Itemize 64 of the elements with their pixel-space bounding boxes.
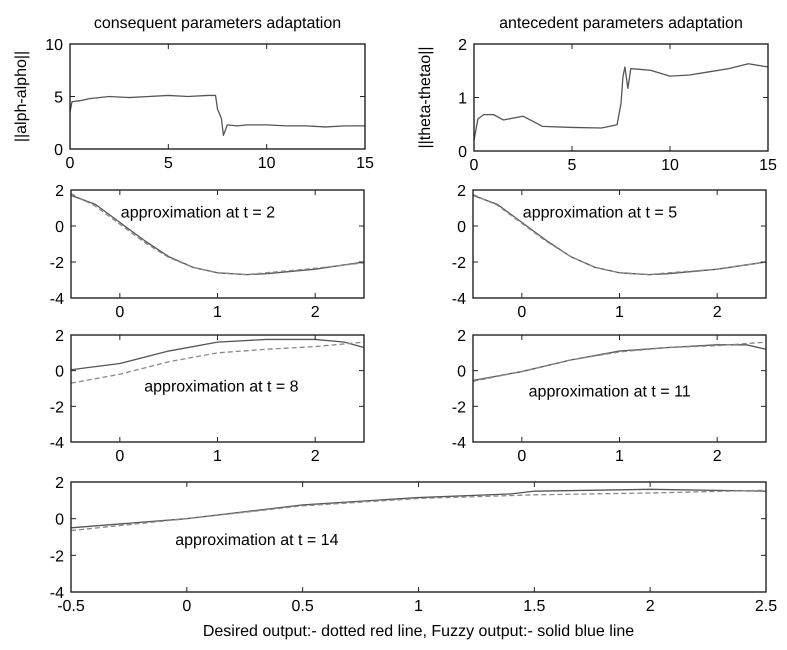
x-tick-label: 10 — [258, 155, 276, 172]
x-axis-title: Desired output:- dotted red line, Fuzzy output:- solid blue line — [202, 623, 634, 640]
line-series — [70, 338, 365, 370]
x-tick-label: 0.5 — [292, 598, 314, 615]
y-tick-label: -2 — [50, 399, 64, 416]
x-tick-label: 10 — [661, 157, 679, 174]
y-tick-label: -2 — [452, 255, 466, 272]
y-tick-label: 0 — [54, 142, 64, 159]
y-tick-label: -4 — [452, 291, 466, 308]
x-tick-label: 0 — [66, 155, 75, 172]
x-tick-label: 5 — [568, 157, 577, 174]
x-tick-label: 2 — [712, 448, 722, 465]
y-tick-label: 2 — [457, 328, 466, 345]
y-tick-label: 2 — [458, 37, 468, 54]
y-tick-label: -2 — [452, 399, 466, 416]
x-tick-label: 0 — [115, 448, 124, 465]
x-tick-label: 1.5 — [523, 598, 546, 615]
y-tick-label: -2 — [50, 548, 64, 566]
annotation: approximation at t = 14 — [175, 532, 339, 550]
chart-title: antecedent parameters adaptation — [499, 15, 743, 32]
x-tick-label: 2 — [646, 598, 655, 615]
x-tick-label: 1 — [615, 448, 624, 465]
annotation: approximation at t = 5 — [522, 204, 678, 222]
x-tick-label: 1 — [414, 598, 424, 615]
annotation: approximation at t = 2 — [120, 204, 276, 222]
y-tick-label: -4 — [452, 435, 466, 452]
x-tick-label: 0 — [115, 304, 124, 321]
x-tick-label: 0 — [517, 448, 526, 465]
x-tick-label: 0 — [517, 304, 526, 321]
x-tick-label: 0 — [182, 598, 192, 615]
y-axis-title: ||alph-alpho|| — [13, 50, 30, 142]
y-tick-label: 1 — [458, 90, 468, 108]
x-tick-label: 2 — [310, 304, 320, 321]
y-tick-label: -4 — [50, 291, 64, 308]
x-tick-label: 15 — [759, 157, 777, 174]
line-series — [473, 63, 769, 141]
y-tick-label: 10 — [45, 37, 64, 54]
x-tick-label: 1 — [213, 448, 222, 465]
y-tick-label: 0 — [55, 219, 64, 236]
x-tick-label: 1 — [615, 304, 624, 321]
y-tick-label: 5 — [54, 90, 64, 106]
y-axis-title: ||theta-thetao|| — [417, 46, 434, 149]
chart-title: consequent parameters adaptation — [94, 15, 342, 32]
x-tick-label: 2 — [310, 448, 320, 465]
y-tick-label: 2 — [457, 183, 466, 200]
y-tick-label: 0 — [55, 364, 64, 381]
y-tick-label: 0 — [458, 144, 468, 161]
y-tick-label: -4 — [50, 435, 64, 452]
y-tick-label: 0 — [457, 364, 466, 381]
x-tick-label: 0 — [470, 157, 479, 174]
y-tick-label: 2 — [55, 183, 64, 200]
annotation: approximation at t = 11 — [528, 384, 691, 401]
x-tick-label: 5 — [164, 155, 173, 172]
x-tick-label: 15 — [356, 155, 374, 172]
y-tick-label: 0 — [457, 219, 466, 236]
x-tick-label: 1 — [213, 304, 222, 321]
annotation: approximation at t = 8 — [144, 378, 299, 396]
x-tick-label: 2 — [712, 304, 722, 321]
y-tick-label: 2 — [55, 475, 64, 492]
line-series — [69, 94, 366, 136]
y-tick-label: 0 — [55, 512, 64, 529]
x-tick-label: 2.5 — [754, 598, 778, 615]
y-tick-label: 2 — [55, 328, 64, 345]
y-tick-label: -2 — [50, 255, 64, 272]
